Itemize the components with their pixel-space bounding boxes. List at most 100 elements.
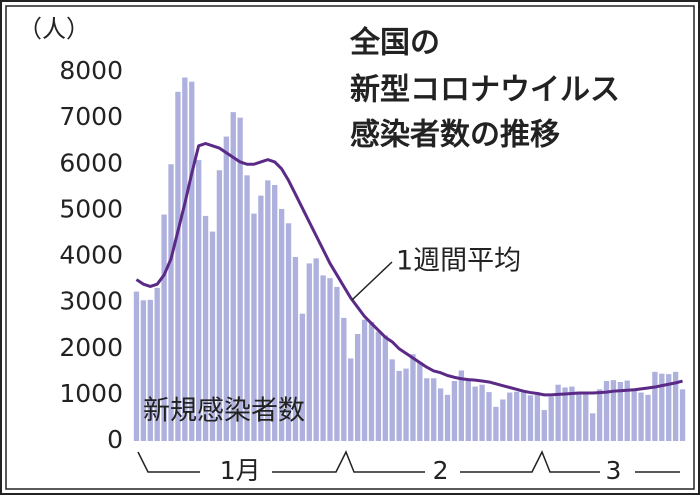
bar — [576, 392, 582, 441]
bar — [154, 287, 160, 441]
line-series-label: 1週間平均 — [396, 246, 521, 277]
average-line — [135, 141, 683, 397]
bar — [251, 213, 257, 441]
bar — [417, 362, 423, 441]
y-tick-label: 1000 — [59, 379, 123, 408]
bar — [486, 392, 492, 441]
bar — [265, 180, 271, 442]
bar — [451, 381, 458, 441]
y-tick-label: 0 — [107, 425, 123, 454]
bar — [216, 170, 223, 441]
bar — [334, 286, 340, 441]
bar — [617, 381, 623, 441]
bar — [320, 275, 326, 441]
bar — [493, 406, 499, 441]
bar — [437, 388, 444, 441]
bar — [182, 77, 188, 441]
bar — [175, 91, 181, 442]
bar — [603, 381, 610, 441]
bar — [555, 384, 561, 441]
bar — [189, 81, 195, 441]
bar — [583, 392, 589, 441]
annotation-leader — [351, 261, 393, 301]
bar — [147, 299, 153, 441]
bar — [230, 112, 236, 441]
bar — [389, 359, 395, 441]
bar — [507, 392, 513, 441]
bar — [548, 396, 554, 441]
bar — [431, 378, 437, 441]
y-unit: （人） — [18, 15, 90, 43]
bar — [465, 380, 471, 441]
y-tick-label: 3000 — [59, 287, 123, 316]
bar — [133, 291, 140, 441]
bar — [292, 256, 299, 441]
bar — [534, 394, 541, 441]
bar — [631, 390, 637, 441]
bar — [382, 335, 388, 441]
bar — [209, 231, 216, 441]
bar — [196, 160, 202, 441]
bar — [258, 195, 264, 441]
inner-frame — [5, 5, 695, 490]
bar — [500, 399, 506, 441]
bar — [223, 136, 229, 441]
bar — [168, 164, 174, 441]
bar — [610, 380, 617, 441]
bar — [666, 374, 672, 441]
chart-title: 全国の — [349, 26, 440, 61]
bar — [659, 373, 665, 441]
bar — [624, 380, 630, 441]
bar — [299, 313, 306, 441]
bar — [513, 391, 520, 441]
bar — [679, 389, 686, 441]
bar — [590, 413, 596, 441]
chart-title: 新型コロナウイルス — [350, 73, 620, 108]
bar — [479, 384, 485, 441]
bar — [652, 371, 658, 441]
bar — [327, 278, 333, 441]
bar-series-label: 新規感染者数 — [143, 396, 305, 427]
bar — [527, 395, 534, 441]
bar — [396, 370, 402, 441]
y-tick-label: 2000 — [59, 333, 123, 362]
bar — [444, 394, 451, 441]
bar — [306, 263, 312, 441]
bar — [638, 392, 644, 441]
bar — [375, 331, 382, 441]
bar — [278, 208, 285, 441]
bar — [520, 391, 527, 441]
x-group-label: 2 — [433, 456, 449, 485]
y-tick-label: 5000 — [59, 194, 123, 223]
bar — [403, 368, 409, 441]
x-group-label: 3 — [605, 456, 621, 485]
bar — [237, 117, 243, 441]
chart-title: 感染者数の推移 — [350, 118, 560, 153]
bar — [272, 185, 278, 441]
bar — [569, 386, 575, 441]
bar — [361, 319, 368, 441]
bar — [672, 371, 679, 441]
month-brackets — [137, 450, 680, 473]
bar — [368, 321, 375, 441]
bar — [341, 317, 347, 441]
y-tick-label: 8000 — [59, 56, 123, 85]
bar — [348, 358, 354, 441]
y-tick-label: 4000 — [59, 241, 123, 270]
bar — [541, 410, 547, 441]
y-tick-label: 7000 — [59, 102, 123, 131]
bar — [458, 370, 464, 441]
bar — [140, 300, 147, 441]
bar — [472, 386, 478, 441]
y-tick-label: 6000 — [59, 148, 123, 177]
bar — [202, 215, 209, 441]
bar — [313, 258, 319, 441]
bar — [596, 389, 603, 441]
bar — [355, 333, 361, 441]
bar — [285, 223, 292, 441]
bar — [562, 387, 568, 441]
bar — [244, 175, 250, 441]
bar — [645, 394, 651, 441]
bar — [410, 354, 416, 441]
